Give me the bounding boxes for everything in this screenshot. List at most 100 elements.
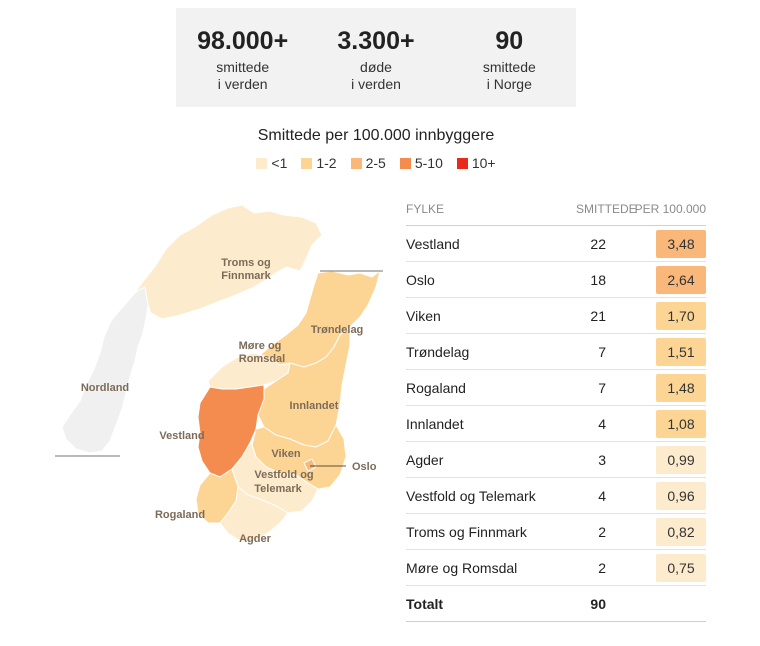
cell-smittede: 4 <box>598 487 606 504</box>
region-oslo[interactable] <box>303 458 317 472</box>
legend-item: 1-2 <box>301 155 337 171</box>
table-header: FYLKE SMITTEDE PER 100.000 <box>406 192 706 226</box>
legend-item: 5-10 <box>399 155 443 171</box>
label-vestfold-line2: Telemark <box>254 483 302 495</box>
header-fylke: FYLKE <box>406 201 445 216</box>
label-trondelag: Trøndelag <box>311 324 364 336</box>
table-row: Vestfold og Telemark 4 0,96 <box>406 478 706 514</box>
cell-per-100000: 0,99 <box>656 445 706 474</box>
stat-number: 90 <box>495 27 524 55</box>
stat-number: 3.300+ <box>337 27 415 55</box>
legend-swatch <box>350 157 362 169</box>
cell-per-wrapper: 2,64 <box>606 265 706 294</box>
legend-label: 10+ <box>471 155 496 171</box>
label-troms-line1: Troms og <box>221 257 271 269</box>
cell-per-100000: 0,75 <box>656 553 706 582</box>
cell-smittede: 21 <box>590 307 606 324</box>
region-troms-og-finnmark[interactable] <box>113 204 323 320</box>
cell-per-wrapper: 0,75 <box>606 553 706 582</box>
cell-smittede: 7 <box>598 343 606 360</box>
stat-number: 98.000+ <box>197 27 289 55</box>
cell-smittede: 22 <box>590 235 606 252</box>
table-row: Agder 3 0,99 <box>406 442 706 478</box>
cell-smittede: 2 <box>598 559 606 576</box>
cell-per-100000: 3,48 <box>656 229 706 258</box>
cell-per-wrapper: 1,08 <box>606 409 706 438</box>
table-row: Møre og Romsdal 2 0,75 <box>406 550 706 586</box>
cell-smittede: 2 <box>598 523 606 540</box>
legend-item: 10+ <box>456 155 496 171</box>
legend-label: 1-2 <box>316 155 337 171</box>
cell-fylke: Innlandet <box>406 415 464 432</box>
legend-swatch <box>399 157 411 169</box>
label-vestfold-line1: Vestfold og <box>254 469 313 481</box>
stat-label-line1: døde <box>360 59 392 75</box>
cell-per-100000: 0,82 <box>656 517 706 546</box>
region-agder[interactable] <box>219 486 289 542</box>
cell-fylke: Agder <box>406 451 444 468</box>
cell-smittede: 7 <box>598 379 606 396</box>
cell-per-wrapper: 1,48 <box>606 373 706 402</box>
cell-fylke: Vestfold og Telemark <box>406 487 536 504</box>
region-nordland[interactable] <box>61 286 152 454</box>
cell-fylke: Troms og Finnmark <box>406 523 527 540</box>
table-row: Oslo 18 2,64 <box>406 262 706 298</box>
legend-swatch <box>301 157 313 169</box>
stat-label-line2: i Norge <box>486 76 532 92</box>
stat-label-line1: smittede <box>482 59 536 75</box>
cell-fylke: Møre og Romsdal <box>406 559 518 576</box>
cell-fylke: Trøndelag <box>406 343 470 360</box>
label-troms-line2: Finnmark <box>221 270 271 282</box>
label-more-line2: Romsdal <box>239 353 285 365</box>
cell-per-100000: 1,08 <box>656 409 706 438</box>
legend-item: <1 <box>256 155 287 171</box>
cell-per-100000: 1,48 <box>656 373 706 402</box>
label-innlandet: Innlandet <box>290 400 339 412</box>
cell-per-wrapper: 0,99 <box>606 445 706 474</box>
label-more-line1: Møre og <box>239 340 282 352</box>
total-value: 90 <box>590 595 606 612</box>
stat-infected-world: 98.000+ smittede i verden <box>176 8 309 107</box>
legend-label: <1 <box>271 155 288 171</box>
norway-map: Troms og Finnmark Nordland Trøndelag Mør… <box>55 204 383 545</box>
legend-label: 2-5 <box>365 155 386 171</box>
header-per-100000: PER 100.000 <box>634 201 706 216</box>
cell-smittede: 3 <box>598 451 606 468</box>
stat-infected-norway: 90 smittede i Norge <box>443 8 576 107</box>
legend: <1 1-2 2-5 5-10 10+ <box>0 155 752 171</box>
legend-swatch <box>256 157 268 169</box>
table-row: Viken 21 1,70 <box>406 298 706 334</box>
total-label: Totalt <box>406 595 444 612</box>
legend-item: 2-5 <box>350 155 386 171</box>
legend-swatch <box>456 157 468 169</box>
label-oslo: Oslo <box>352 461 377 473</box>
table-row: Vestland 22 3,48 <box>406 226 706 262</box>
cell-per-wrapper: 0,82 <box>606 517 706 546</box>
label-viken: Viken <box>271 448 300 460</box>
header-smittede: SMITTEDE <box>576 201 637 216</box>
label-nordland: Nordland <box>81 382 129 394</box>
table-row: Innlandet 4 1,08 <box>406 406 706 442</box>
cell-fylke: Vestland <box>406 235 460 252</box>
cell-smittede: 4 <box>598 415 606 432</box>
label-agder: Agder <box>239 533 272 545</box>
label-vestland: Vestland <box>159 430 204 442</box>
cell-per-wrapper: 3,48 <box>606 229 706 258</box>
table-row: Rogaland 7 1,48 <box>406 370 706 406</box>
legend-title: Smittede per 100.000 innbyggere <box>257 127 495 144</box>
cell-per-wrapper: 0,96 <box>606 481 706 510</box>
cell-per-100000: 0,96 <box>656 481 706 510</box>
cell-smittede: 18 <box>590 271 606 288</box>
cell-per-wrapper: 1,51 <box>606 337 706 366</box>
table-row: Troms og Finnmark 2 0,82 <box>406 514 706 550</box>
stat-deaths-world: 3.300+ døde i verden <box>309 8 442 107</box>
legend-label: 5-10 <box>414 155 443 171</box>
cell-per-100000: 1,70 <box>656 301 706 330</box>
cell-fylke: Rogaland <box>406 379 466 396</box>
table-body: Vestland 22 3,48 Oslo 18 2,64 Viken 21 1,70 Trønd… <box>406 226 706 586</box>
cell-per-wrapper: 1,70 <box>606 301 706 330</box>
stats-box: 98.000+ smittede i verden 3.300+ døde i … <box>176 8 576 107</box>
table-total-row: Totalt 90 <box>406 586 706 622</box>
county-table: FYLKE SMITTEDE PER 100.000 Vestland 22 3,4… <box>406 192 706 622</box>
cell-fylke: Oslo <box>406 271 435 288</box>
